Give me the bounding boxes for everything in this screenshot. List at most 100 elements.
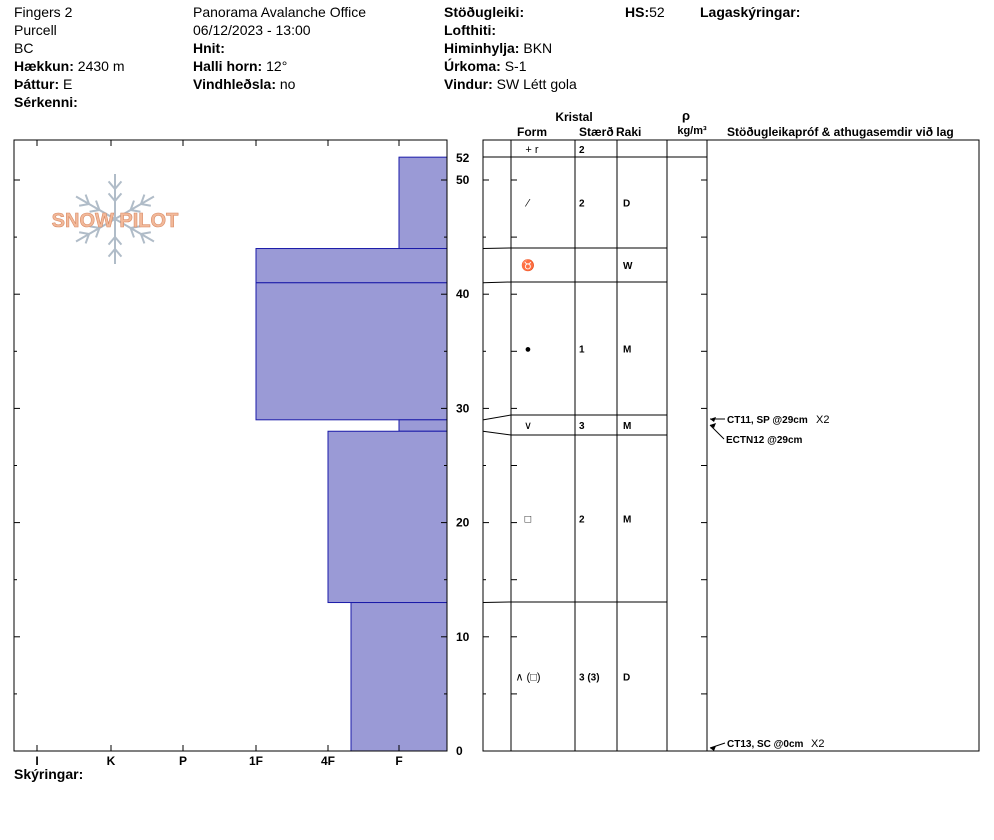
flake-branch bbox=[130, 209, 141, 213]
flake-branch bbox=[107, 180, 116, 190]
test-arrow bbox=[709, 424, 725, 440]
flake-arm bbox=[75, 195, 116, 220]
density-unit: kg/m³ bbox=[677, 125, 707, 137]
flake-branch bbox=[78, 203, 90, 207]
flake-branch bbox=[114, 192, 123, 202]
precip-value: S-1 bbox=[504, 58, 527, 74]
flake-arm bbox=[114, 195, 155, 220]
test-arrowhead bbox=[710, 423, 716, 428]
flake-branch bbox=[89, 209, 100, 213]
layer-form-4: □ bbox=[525, 514, 532, 526]
layer-size-4: 2 bbox=[579, 515, 585, 526]
wind-loading-row: Vindhleðsla: no bbox=[193, 75, 366, 93]
flake-branch bbox=[89, 225, 100, 229]
state-name: BC bbox=[14, 40, 34, 56]
slope-label: Halli horn: bbox=[193, 58, 263, 74]
slope-row: Halli horn: 12° bbox=[193, 57, 366, 75]
layer-form-5: ∧ (□) bbox=[515, 672, 540, 684]
flake-arm bbox=[75, 218, 116, 243]
layer-moisture-2: M bbox=[623, 345, 631, 356]
test-arrowhead bbox=[710, 746, 716, 751]
aspect-label: Þáttur: bbox=[14, 76, 60, 92]
layer-legend-title: Lagaskýringar: bbox=[700, 4, 801, 20]
header-observer-block: Panorama Avalanche Office 06/12/2023 - 1… bbox=[193, 3, 366, 93]
flake-branch bbox=[107, 192, 116, 202]
air-temp-row: Lofthiti: bbox=[444, 21, 577, 39]
flake-branch bbox=[140, 194, 146, 205]
layer-connector bbox=[482, 414, 512, 421]
flake-branch bbox=[95, 227, 101, 238]
header-location-block: Fingers 2 Purcell BC Hækkun: 2430 m Þátt… bbox=[14, 3, 125, 111]
wind-row: Vindur: SW Létt gola bbox=[444, 75, 577, 93]
wind-value: SW Létt gola bbox=[496, 76, 577, 92]
table-frame bbox=[482, 139, 980, 752]
observation-datetime: 06/12/2023 - 13:00 bbox=[193, 22, 311, 38]
hardness-tick-label: 4F bbox=[321, 754, 335, 768]
test-label: CT13, SC @0cm bbox=[727, 739, 804, 750]
footer-legend-title: Skýringar: bbox=[14, 766, 84, 782]
coords-label: Hnit: bbox=[193, 40, 225, 56]
flake-branch bbox=[78, 231, 90, 235]
range-name: Purcell bbox=[14, 22, 57, 38]
flake-branch bbox=[107, 236, 116, 246]
specifics-row: Sérkenni: bbox=[14, 93, 125, 111]
depth-tick-label: 20 bbox=[456, 516, 470, 530]
test-count: X2 bbox=[811, 738, 824, 750]
form-header: Form bbox=[517, 125, 547, 139]
layer-moisture-5: D bbox=[623, 673, 630, 684]
layer-size-0: 2 bbox=[579, 199, 585, 210]
layer-size-2: 1 bbox=[579, 345, 585, 356]
layer-moisture-0: D bbox=[623, 199, 630, 210]
test-arrowhead bbox=[710, 417, 716, 422]
depth-top-label: 52 bbox=[456, 151, 470, 165]
flake-branch bbox=[95, 200, 101, 211]
hardness-layers bbox=[255, 156, 448, 752]
flake-branch bbox=[129, 227, 135, 238]
surface-size: 2 bbox=[579, 145, 585, 156]
elevation-label: Hækkun: bbox=[14, 58, 74, 74]
layer-form-1: ♉ bbox=[521, 259, 535, 272]
hardness-tick-label: 1F bbox=[249, 754, 263, 768]
flake-branch bbox=[84, 233, 90, 244]
flake-branch bbox=[107, 248, 116, 258]
snow-height: HS:52 bbox=[625, 3, 665, 21]
hs-value: 52 bbox=[649, 4, 665, 20]
aspect-value: E bbox=[63, 76, 73, 92]
air-temp-label: Lofthiti: bbox=[444, 22, 497, 38]
elevation-value: 2430 m bbox=[77, 58, 125, 74]
header-weather-block: Stöðugleiki: Lofthiti: Himinhylja: BKN Ú… bbox=[444, 3, 577, 93]
sky-row: Himinhylja: BKN bbox=[444, 39, 577, 57]
layer-form-0: ⁄ bbox=[524, 198, 531, 210]
elevation-row: Hækkun: 2430 m bbox=[14, 57, 125, 75]
layer-size-5: 3 (3) bbox=[579, 673, 600, 684]
crystal-header: Kristal bbox=[555, 110, 592, 124]
hardness-axis: I K P 1F 4F F bbox=[35, 140, 403, 768]
coords-row: Hnit: bbox=[193, 39, 366, 57]
snowpilot-logo: SNOW PILOT bbox=[51, 174, 179, 264]
stability-tests: CT11, SP @29cm X2 ECTN12 @29cm CT13, SC @0c… bbox=[709, 414, 829, 751]
flake-branch bbox=[140, 203, 152, 207]
surface-form: + r bbox=[525, 144, 538, 156]
moisture-header: Raki bbox=[616, 125, 641, 139]
sky-value: BKN bbox=[523, 40, 553, 56]
wind-loading-label: Vindhleðsla: bbox=[193, 76, 276, 92]
hardness-bar-5 bbox=[350, 602, 448, 752]
hardness-bar-1 bbox=[255, 248, 448, 284]
layer-size-3: 3 bbox=[579, 421, 585, 432]
precip-label: Úrkoma: bbox=[444, 58, 501, 74]
stability-row: Stöðugleiki: bbox=[444, 3, 577, 21]
layer-connector bbox=[482, 601, 512, 604]
layer-moisture-3: M bbox=[623, 421, 631, 432]
hardness-tick-label: P bbox=[179, 754, 187, 768]
depth-tick-label: 30 bbox=[456, 401, 470, 415]
precip-row: Úrkoma: S-1 bbox=[444, 57, 577, 75]
hardness-plot-frame bbox=[13, 139, 448, 752]
depth-axis: 0 10 20 30 40 50 bbox=[14, 173, 707, 758]
hardness-bar-2 bbox=[255, 282, 448, 421]
hardness-bar-0 bbox=[398, 156, 448, 250]
location-name: Fingers 2 bbox=[14, 4, 73, 20]
layer-table: + r 2 ⁄ 2 D ♉ W ● 1 M ∨ 3 M □ 2 M ∧ (□) 3 (3) D bbox=[482, 139, 980, 752]
layer-moisture-4: M bbox=[623, 515, 631, 526]
depth-tick-label: 50 bbox=[456, 173, 470, 187]
